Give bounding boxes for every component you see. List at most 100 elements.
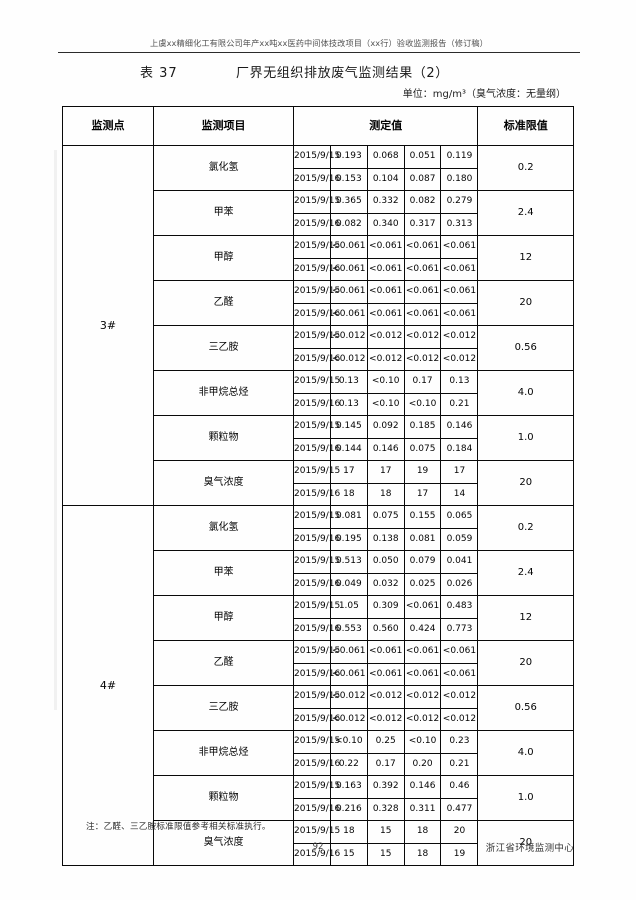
- measurement-date-cell: 2015/9/15: [293, 685, 340, 709]
- measurement-value-cell: <0.061: [329, 257, 368, 281]
- table-head: 监测点 监测项目 测定值 标准限值: [61, 106, 574, 146]
- measurement-value-cell: 0.553: [329, 617, 368, 641]
- table-row: 颗粒物 2015/9/15 0.145 0.092 0.185 0.146 1.0: [63, 415, 574, 461]
- measurement-value-cell: 0.180: [440, 167, 479, 191]
- measurement-date-cell: 2015/9/16: [293, 842, 340, 866]
- measurement-value-cell: 0.483: [440, 595, 479, 619]
- measurement-value-cell: 17: [403, 482, 442, 506]
- measurement-value-cell: <0.061: [403, 257, 442, 281]
- measurement-value-cell: 0.059: [440, 527, 479, 551]
- measurement-date-cell: 2015/9/15: [293, 280, 340, 304]
- measurement-date-cell: 2015/9/16: [293, 617, 340, 641]
- header-divider: [58, 52, 580, 53]
- measurement-value-cell: <0.012: [440, 685, 479, 709]
- measurement-value-cell: 17: [366, 460, 405, 484]
- measurement-value-cell: 0.23: [440, 730, 479, 754]
- measurement-date-cell: 2015/9/16: [293, 572, 340, 596]
- measurement-date-cell: 2015/9/15: [293, 190, 340, 214]
- measurement-value-cell: 0.328: [366, 797, 405, 821]
- table-row: 2015/9/16 0.082 0.340 0.317 0.313: [63, 212, 574, 236]
- measurement-value-cell: <0.061: [329, 302, 368, 326]
- measurement-value-cell: <0.012: [440, 325, 479, 349]
- measurement-value-cell: 0.146: [440, 415, 479, 439]
- standard-limit-cell: 20: [477, 820, 574, 866]
- table-row: 2015/9/16 0.22 0.17 0.20 0.21: [63, 752, 574, 776]
- col-header-item: 监测项目: [153, 106, 295, 146]
- table-header-row: 监测点 监测项目 测定值 标准限值: [61, 106, 574, 146]
- table-row: 乙醛 2015/9/15 <0.061 <0.061 <0.061 <0.061 20: [63, 640, 574, 686]
- measurement-value-cell: 15: [366, 820, 405, 844]
- measurement-value-cell: 0.193: [329, 145, 368, 169]
- measurement-value-cell: 0.146: [366, 437, 405, 461]
- measurement-value-cell: 0.075: [366, 505, 405, 529]
- standard-limit-cell: 1.0: [477, 415, 574, 461]
- measurement-value-cell: 0.138: [366, 527, 405, 551]
- measurement-value-cell: 0.513: [329, 550, 368, 574]
- measurement-value-cell: 0.20: [403, 752, 442, 776]
- measurement-date-cell: 2015/9/15: [293, 550, 340, 574]
- measurement-value-cell: 0.216: [329, 797, 368, 821]
- measurement-value-cell: <0.061: [403, 235, 442, 259]
- monitoring-item-cell: 臭气浓度: [153, 460, 295, 506]
- measurement-value-cell: <0.10: [329, 730, 368, 754]
- table-row: 臭气浓度 2015/9/15 18 15 18 20 20: [63, 820, 574, 866]
- table-row: 乙醛 2015/9/15 <0.061 <0.061 <0.061 <0.061 20: [63, 280, 574, 326]
- measurement-value-cell: 0.773: [440, 617, 479, 641]
- measurement-value-cell: <0.061: [403, 662, 442, 686]
- measurement-value-cell: <0.012: [403, 685, 442, 709]
- monitoring-item-cell: 乙醛: [153, 640, 295, 686]
- measurement-value-cell: <0.10: [403, 392, 442, 416]
- measurement-date-cell: 2015/9/15: [293, 235, 340, 259]
- monitoring-item-cell: 甲醇: [153, 595, 295, 641]
- standard-limit-cell: 0.56: [477, 325, 574, 371]
- measurement-value-cell: 0.392: [366, 775, 405, 799]
- standard-limit-cell: 20: [477, 460, 574, 506]
- measurement-value-cell: 0.153: [329, 167, 368, 191]
- measurement-value-cell: 0.081: [403, 527, 442, 551]
- measurement-value-cell: 0.145: [329, 415, 368, 439]
- monitoring-item-cell: 氯化氢: [153, 505, 295, 551]
- measurement-value-cell: <0.061: [440, 640, 479, 664]
- measurement-value-cell: 0.560: [366, 617, 405, 641]
- measurement-value-cell: 0.163: [329, 775, 368, 799]
- measurement-date-cell: 2015/9/15: [293, 640, 340, 664]
- table-row: 2015/9/16 <0.061 <0.061 <0.061 <0.061: [63, 257, 574, 281]
- measurement-value-cell: <0.061: [329, 280, 368, 304]
- standard-limit-cell: 2.4: [477, 550, 574, 596]
- measurement-date-cell: 2015/9/16: [293, 257, 340, 281]
- measurement-date-cell: 2015/9/15: [293, 415, 340, 439]
- measurement-date-cell: 2015/9/15: [293, 595, 340, 619]
- standard-limit-cell: 2.4: [477, 190, 574, 236]
- standard-limit-cell: 0.56: [477, 685, 574, 731]
- measurement-value-cell: <0.061: [403, 640, 442, 664]
- measurement-value-cell: 20: [440, 820, 479, 844]
- measurement-value-cell: <0.012: [440, 347, 479, 371]
- standard-limit-cell: 0.2: [477, 505, 574, 551]
- measurement-value-cell: 0.317: [403, 212, 442, 236]
- measurement-value-cell: 0.332: [366, 190, 405, 214]
- monitoring-item-cell: 非甲烷总烃: [153, 730, 295, 776]
- measurement-date-cell: 2015/9/16: [293, 392, 340, 416]
- measurement-value-cell: 0.065: [440, 505, 479, 529]
- table-row: 非甲烷总烃 2015/9/15 0.13 <0.10 0.17 0.13 4.0: [63, 370, 574, 416]
- table-row: 2015/9/16 <0.012 <0.012 <0.012 <0.012: [63, 347, 574, 371]
- measurement-value-cell: <0.061: [366, 302, 405, 326]
- measurement-value-cell: 0.17: [366, 752, 405, 776]
- measurement-value-cell: 0.082: [403, 190, 442, 214]
- measurement-value-cell: 14: [440, 482, 479, 506]
- table-row: 三乙胺 2015/9/15 <0.012 <0.012 <0.012 <0.012 0.56: [63, 325, 574, 371]
- measurement-value-cell: 0.051: [403, 145, 442, 169]
- title-row: 表 37 厂界无组织排放废气监测结果（2）: [58, 62, 580, 84]
- table-row: 4# 氯化氢 2015/9/15 0.081 0.075 0.155 0.065 0.2: [61, 505, 574, 866]
- measurement-date-cell: 2015/9/16: [293, 437, 340, 461]
- measurement-date-cell: 2015/9/16: [293, 167, 340, 191]
- table-row: 2015/9/16 0.195 0.138 0.081 0.059: [63, 527, 574, 551]
- measurement-value-cell: <0.012: [440, 707, 479, 731]
- measurement-value-cell: 0.041: [440, 550, 479, 574]
- measurement-value-cell: <0.061: [366, 640, 405, 664]
- measurement-date-cell: 2015/9/15: [293, 775, 340, 799]
- monitoring-item-cell: 三乙胺: [153, 325, 295, 371]
- monitoring-item-cell: 非甲烷总烃: [153, 370, 295, 416]
- measurement-value-cell: 19: [403, 460, 442, 484]
